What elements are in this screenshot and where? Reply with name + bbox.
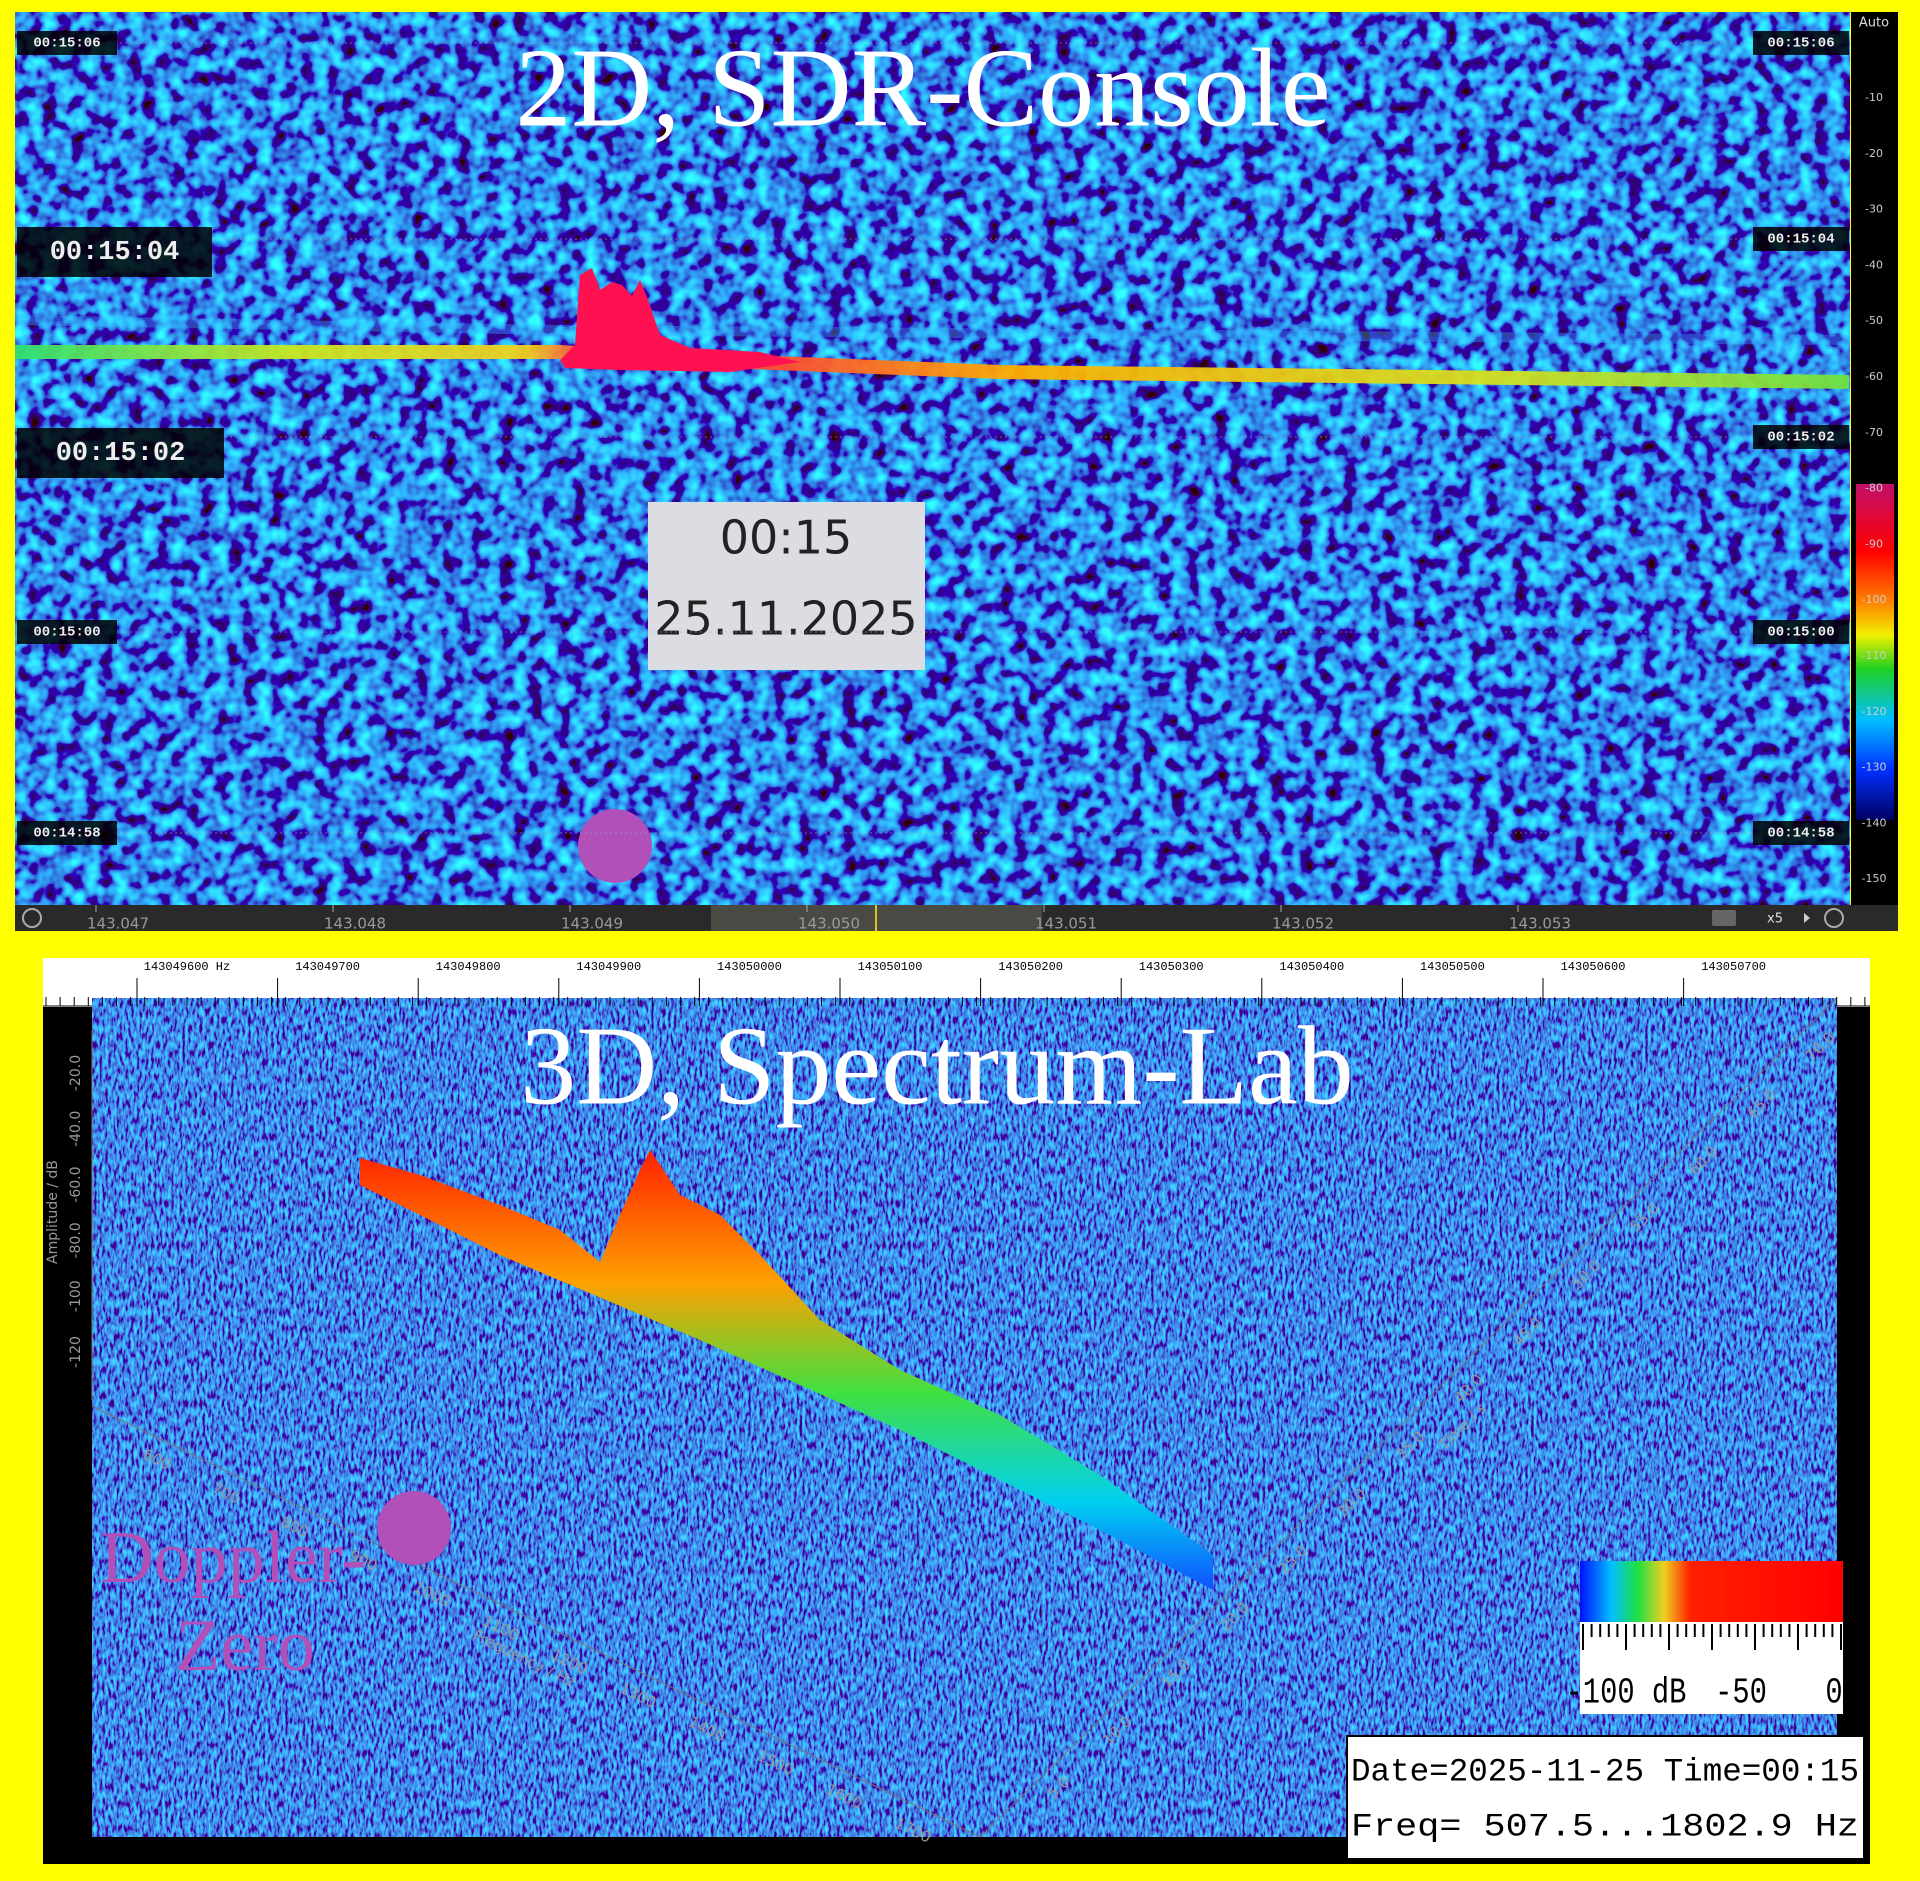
time-label-right: 00:15:02	[1767, 430, 1834, 446]
scale-label: -30	[1865, 203, 1883, 216]
scale-label: -120	[1862, 705, 1887, 718]
marker-dot	[377, 1491, 451, 1565]
scale-label: -80	[1865, 482, 1883, 495]
scale-mode[interactable]: Auto	[1859, 16, 1889, 31]
top-title: 2D, SDR-Console	[515, 27, 1330, 151]
frequency-axis-line	[91, 1405, 981, 1838]
annotation: Zero	[175, 1605, 315, 1687]
ruler-label: 143050000	[717, 960, 782, 974]
scale-label: -150	[1862, 872, 1887, 885]
ruler-label: 143049700	[295, 960, 360, 974]
time-axis-line	[979, 997, 1838, 1838]
date-box	[648, 502, 925, 670]
zoom-label[interactable]: x5	[1767, 912, 1783, 927]
time-label-box	[17, 620, 117, 644]
time-label-box	[17, 821, 117, 845]
amplitude-label: -100	[68, 1280, 84, 1312]
annotation: Doppler-	[100, 1517, 366, 1599]
ruler-label: 143050600	[1561, 960, 1626, 974]
frequency-ruler	[43, 958, 1870, 1007]
scale-label: -70	[1865, 426, 1883, 439]
time-label-box	[17, 31, 117, 55]
marker-dot	[578, 809, 652, 883]
ruler-label: 143050300	[1139, 960, 1204, 974]
ruler-label: 143050400	[1279, 960, 1344, 974]
ruler-label: 143049800	[436, 960, 501, 974]
color-scale-label: -50	[1715, 1673, 1767, 1714]
color-scale-label: -100 dB	[1566, 1673, 1687, 1714]
ruler-label: 143050100	[858, 960, 923, 974]
info-line: Date=2025-11-25 Time=00:15	[1351, 1753, 1859, 1790]
scale-label: -110	[1862, 649, 1887, 662]
keyboard-button[interactable]	[1712, 910, 1736, 926]
amplitude-label: -120	[68, 1336, 84, 1368]
time-label-left: 00:15:06	[33, 36, 100, 52]
color-scale-gradient	[1580, 1561, 1843, 1622]
time-label-box	[1753, 227, 1849, 251]
scale-label: -40	[1865, 258, 1883, 271]
amplitude-label: -80.0	[68, 1222, 84, 1258]
frequency-label: 143.049	[561, 915, 623, 933]
frequency-label: 143.052	[1272, 915, 1334, 933]
frequency-label: 143.047	[87, 915, 149, 933]
info-box	[1346, 1735, 1865, 1860]
time-label-left: 00:15:00	[33, 625, 100, 641]
amplitude-label: -40.0	[68, 1111, 84, 1147]
frequency-label: 143.051	[1035, 915, 1097, 933]
time-label-box	[17, 227, 212, 277]
time-label-right: 00:15:00	[1767, 625, 1834, 641]
scale-label: -10	[1865, 91, 1883, 104]
amplitude-axis-title: Amplitude / dB	[45, 1160, 61, 1264]
top-panel: 00:15 25.11.2025 2D, SDR-Console Auto x5	[14, 12, 1898, 931]
date-box-time: 00:15	[720, 511, 853, 565]
time-label-left: 00:14:58	[33, 826, 100, 842]
ruler-label: 143050500	[1420, 960, 1485, 974]
ruler-label: 143049600 Hz	[144, 960, 230, 974]
frequency-label: 143.053	[1509, 915, 1571, 933]
time-label-box	[1753, 425, 1849, 449]
ruler-label: 143050700	[1701, 960, 1766, 974]
scale-label: -60	[1865, 370, 1883, 383]
scroll-right-button[interactable]	[1824, 908, 1844, 928]
signal-haze	[14, 315, 1850, 345]
frequency-label: 143.048	[324, 915, 386, 933]
color-scale-label: 0	[1825, 1673, 1842, 1714]
scale-label: -140	[1862, 816, 1887, 829]
scale-label: -130	[1862, 761, 1887, 774]
bottom-title: 3D, Spectrum-Lab	[520, 1005, 1354, 1129]
color-bar	[1856, 484, 1894, 820]
zoom-arrow[interactable]	[1804, 913, 1810, 923]
scale-label: -20	[1865, 147, 1883, 160]
time-label-right: 00:14:58	[1767, 826, 1834, 842]
time-label-box	[1753, 620, 1849, 644]
frequency-label: 143.050	[798, 915, 860, 933]
scale-label: -100	[1862, 593, 1887, 606]
scroll-left-button[interactable]	[22, 908, 42, 928]
bottom-panel: 3D, Spectrum-Lab	[43, 958, 1870, 1864]
time-label-box	[1753, 31, 1849, 55]
waterfall	[15, 12, 1850, 905]
date-box-date: 25.11.2025	[654, 592, 917, 646]
time-label-box	[17, 428, 224, 478]
scale-label: -90	[1865, 537, 1883, 550]
time-label-right: 00:15:06	[1767, 36, 1834, 52]
time-label-left: 00:15:02	[56, 439, 186, 469]
scale-label: -50	[1865, 314, 1883, 327]
info-line: Freq= 507.5...1802.9 Hz	[1351, 1808, 1859, 1845]
ruler-label: 143049900	[576, 960, 641, 974]
time-label-box	[1753, 821, 1849, 845]
signal-ridge	[360, 1150, 1213, 1590]
amplitude-label: -60.0	[68, 1166, 84, 1202]
time-label-left: 00:15:04	[50, 238, 180, 268]
ruler-label: 143050200	[998, 960, 1063, 974]
amplitude-label: -20.0	[68, 1055, 84, 1091]
time-label-right: 00:15:04	[1767, 232, 1834, 248]
meteor-echo	[560, 268, 800, 372]
